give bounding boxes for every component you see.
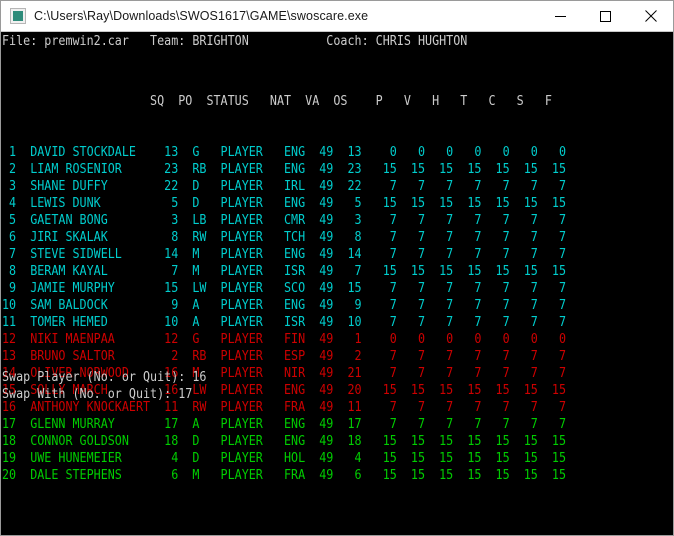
- table-header-line: SQ PO STATUS NAT VA OS P V H T C S F: [2, 94, 552, 109]
- title-bar: C:\Users\Ray\Downloads\SWOS1617\GAME\swo…: [1, 1, 673, 32]
- table-row: 13 BRUNO SALTOR 2 RB PLAYER ESP 49 2 7 7…: [2, 349, 567, 364]
- prompt-line[interactable]: Swap With (No. or Quit): 17: [2, 386, 206, 403]
- table-row: 10 SAM BALDOCK 9 A PLAYER ENG 49 9 7 7 7…: [2, 298, 567, 313]
- table-row: 12 NIKI MAENPAA 12 G PLAYER FIN 49 1 0 0…: [2, 332, 567, 347]
- maximize-icon: [600, 10, 611, 22]
- console-output-area[interactable]: File: premwin2.car Team: BRIGHTON Coach:…: [1, 32, 673, 535]
- prompt-input-value[interactable]: 17: [178, 387, 193, 402]
- window-title: C:\Users\Ray\Downloads\SWOS1617\GAME\swo…: [34, 9, 369, 23]
- table-row: 8 BERAM KAYAL 7 M PLAYER ISR 49 7 15 15 …: [2, 264, 567, 279]
- minimize-icon: [555, 15, 566, 17]
- table-row: 16 ANTHONY KNOCKAERT 11 RW PLAYER FRA 49…: [2, 400, 567, 415]
- console-app-icon: [10, 8, 26, 24]
- close-button[interactable]: [628, 1, 673, 31]
- prompt-label: Swap With (No. or Quit):: [2, 387, 179, 402]
- info-bar: File: premwin2.car Team: BRIGHTON Coach:…: [2, 33, 467, 50]
- table-header-row: SQ PO STATUS NAT VA OS P V H T C S F: [2, 93, 566, 110]
- table-row: 4 LEWIS DUNK 5 D PLAYER ENG 49 5 15 15 1…: [2, 196, 567, 211]
- table-row: 11 TOMER HEMED 10 A PLAYER ISR 49 10 7 7…: [2, 315, 567, 330]
- table-body: 1 DAVID STOCKDALE 13 G PLAYER ENG 49 13 …: [2, 144, 566, 484]
- minimize-button[interactable]: [538, 1, 583, 31]
- table-row: 17 GLENN MURRAY 17 A PLAYER ENG 49 17 7 …: [2, 417, 567, 432]
- table-row: 5 GAETAN BONG 3 LB PLAYER CMR 49 3 7 7 7…: [2, 213, 567, 228]
- maximize-button[interactable]: [583, 1, 628, 31]
- prompt-input-value[interactable]: 16: [192, 370, 207, 385]
- table-row: 2 LIAM ROSENIOR 23 RB PLAYER ENG 49 23 1…: [2, 162, 567, 177]
- table-row: 9 JAMIE MURPHY 15 LW PLAYER SCO 49 15 7 …: [2, 281, 567, 296]
- table-row: 1 DAVID STOCKDALE 13 G PLAYER ENG 49 13 …: [2, 145, 567, 160]
- table-row: 15 SOLLY MARCH 16 LW PLAYER ENG 49 20 15…: [2, 383, 567, 398]
- table-row: 19 UWE HUNEMEIER 4 D PLAYER HOL 49 4 15 …: [2, 451, 567, 466]
- player-table: SQ PO STATUS NAT VA OS P V H T C S F 1 D…: [2, 59, 566, 518]
- table-row: 18 CONNOR GOLDSON 18 D PLAYER ENG 49 18 …: [2, 434, 567, 449]
- prompt-area: Swap Player (No. or Quit): 16 Swap With (…: [2, 369, 206, 403]
- info-bar-line: File: premwin2.car Team: BRIGHTON Coach:…: [2, 34, 468, 49]
- table-row: 6 JIRI SKALAK 8 RW PLAYER TCH 49 8 7 7 7…: [2, 230, 567, 245]
- window-controls: [538, 1, 673, 31]
- prompt-line[interactable]: Swap Player (No. or Quit): 16: [2, 369, 206, 386]
- table-row: 3 SHANE DUFFY 22 D PLAYER IRL 49 22 7 7 …: [2, 179, 567, 194]
- table-row: 7 STEVE SIDWELL 14 M PLAYER ENG 49 14 7 …: [2, 247, 567, 262]
- prompt-label: Swap Player (No. or Quit):: [2, 370, 193, 385]
- table-row: 20 DALE STEPHENS 6 M PLAYER FRA 49 6 15 …: [2, 468, 567, 483]
- table-row: 14 OLIVER NORWOOD 16 M PLAYER NIR 49 21 …: [2, 366, 567, 381]
- close-icon: [644, 10, 657, 22]
